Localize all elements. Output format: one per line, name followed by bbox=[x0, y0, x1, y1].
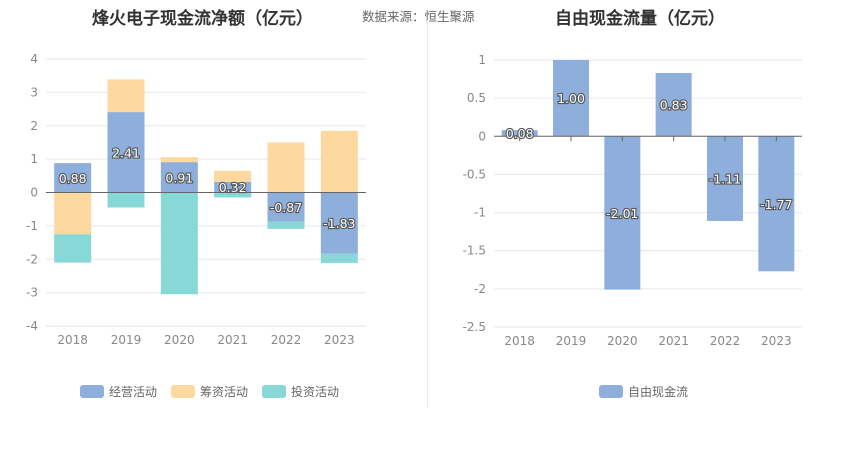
left-y-tick-label: 2 bbox=[30, 119, 38, 133]
right-x-tick-label: 2020 bbox=[607, 334, 638, 348]
right-data-label-2022: -1.11 bbox=[709, 172, 741, 187]
right-chart-title: 自由现金流量（亿元） bbox=[555, 9, 725, 29]
right-bar-2023-series-1 bbox=[758, 136, 795, 272]
left-y-tick-label: 4 bbox=[30, 52, 38, 66]
chart-divider bbox=[427, 20, 428, 408]
right-x-tick-label: 2023 bbox=[761, 334, 792, 348]
right-data-label-2023: -1.77 bbox=[760, 197, 792, 212]
legend-label: 筹资活动 bbox=[200, 385, 249, 399]
right-bar-2021-series-1 bbox=[655, 72, 692, 137]
legend-label: 经营活动 bbox=[109, 385, 158, 399]
left-y-tick-label: -1 bbox=[26, 219, 38, 233]
left-legend-item[interactable]: 筹资活动 bbox=[171, 383, 248, 400]
left-data-label-2023: -1.83 bbox=[323, 216, 355, 231]
legend-swatch bbox=[262, 385, 287, 398]
left-bar-2023-series-1 bbox=[320, 192, 358, 254]
right-chart-legend: 自由现金流 bbox=[599, 383, 702, 400]
left-x-tick-label: 2023 bbox=[324, 333, 355, 347]
right-data-label-2020: -2.01 bbox=[606, 206, 638, 221]
left-chart-title: 烽火电子现金流净额（亿元） bbox=[92, 9, 313, 29]
left-bar-2022-series-3 bbox=[267, 221, 305, 229]
legend-swatch bbox=[80, 385, 104, 398]
left-y-tick-label: 0 bbox=[30, 186, 38, 200]
legend-label: 自由现金流 bbox=[628, 385, 689, 399]
right-y-tick-label: -0.5 bbox=[463, 167, 486, 181]
right-y-tick-label: -1.5 bbox=[463, 244, 486, 258]
left-bar-2023-series-3 bbox=[320, 253, 358, 263]
left-bar-2022-series-2 bbox=[267, 142, 305, 193]
left-bar-2018-series-1 bbox=[54, 163, 92, 193]
left-x-tick-label: 2020 bbox=[164, 333, 195, 347]
legend-swatch bbox=[171, 385, 196, 398]
right-x-tick-label: 2019 bbox=[556, 334, 587, 348]
right-y-tick-label: 1 bbox=[478, 53, 486, 67]
left-legend-item[interactable]: 投资活动 bbox=[262, 383, 339, 400]
right-bar-2020-series-1 bbox=[604, 136, 641, 290]
right-bar-2019-series-1 bbox=[553, 60, 589, 137]
right-x-tick-label: 2018 bbox=[504, 334, 535, 348]
right-data-label-2019: 1.00 bbox=[557, 91, 585, 106]
left-data-label-2022: -0.87 bbox=[270, 200, 302, 215]
right-bar-2022-series-1 bbox=[707, 136, 743, 221]
left-data-label-2020: 0.91 bbox=[165, 170, 193, 185]
left-chart-legend: 经营活动 筹资活动 投资活动 bbox=[80, 383, 353, 400]
left-x-tick-label: 2018 bbox=[57, 333, 88, 347]
right-data-label-2021: 0.83 bbox=[660, 98, 688, 113]
right-y-tick-label: -1 bbox=[474, 206, 486, 220]
right-y-tick-label: -2.5 bbox=[463, 320, 486, 334]
left-x-tick-label: 2021 bbox=[217, 333, 248, 347]
left-y-tick-label: -4 bbox=[26, 319, 38, 333]
left-bar-2020-series-2 bbox=[160, 157, 198, 163]
left-bar-2021-series-1 bbox=[214, 181, 252, 193]
left-bar-2018-series-2 bbox=[54, 192, 92, 235]
left-bar-2020-series-3 bbox=[160, 192, 198, 295]
left-bar-2019-series-2 bbox=[107, 79, 145, 113]
left-bar-2020-series-1 bbox=[160, 162, 198, 193]
left-y-tick-label: -3 bbox=[26, 286, 38, 300]
left-data-label-2021: 0.32 bbox=[219, 180, 247, 195]
left-y-tick-label: 1 bbox=[30, 152, 38, 166]
left-y-tick-label: -2 bbox=[26, 252, 38, 266]
left-x-tick-label: 2022 bbox=[271, 333, 302, 347]
left-bar-2019-series-3 bbox=[107, 192, 145, 208]
right-y-tick-label: 0.5 bbox=[467, 91, 486, 105]
left-legend-item[interactable]: 经营活动 bbox=[80, 383, 157, 400]
left-bar-2021-series-2 bbox=[214, 170, 252, 182]
right-data-label-2018: 0.08 bbox=[506, 126, 534, 141]
right-x-tick-label: 2022 bbox=[710, 334, 741, 348]
left-data-label-2019: 2.41 bbox=[112, 145, 140, 160]
left-bar-2021-series-3 bbox=[214, 192, 252, 198]
legend-swatch bbox=[599, 385, 623, 398]
left-bar-2022-series-1 bbox=[267, 192, 305, 222]
left-data-label-2018: 0.88 bbox=[59, 171, 87, 186]
right-legend-item[interactable]: 自由现金流 bbox=[599, 383, 688, 400]
right-y-tick-label: -2 bbox=[474, 282, 486, 296]
legend-label: 投资活动 bbox=[291, 385, 340, 399]
left-y-tick-label: 3 bbox=[30, 85, 38, 99]
left-x-tick-label: 2019 bbox=[111, 333, 142, 347]
right-y-tick-label: 0 bbox=[478, 129, 486, 143]
left-bar-2023-series-2 bbox=[320, 130, 358, 193]
data-source-label: 数据来源：恒生聚源 bbox=[362, 9, 475, 24]
left-bar-2018-series-3 bbox=[54, 234, 92, 263]
left-bar-2019-series-1 bbox=[107, 112, 145, 193]
right-x-tick-label: 2021 bbox=[658, 334, 689, 348]
right-bar-2018-series-1 bbox=[501, 130, 538, 137]
